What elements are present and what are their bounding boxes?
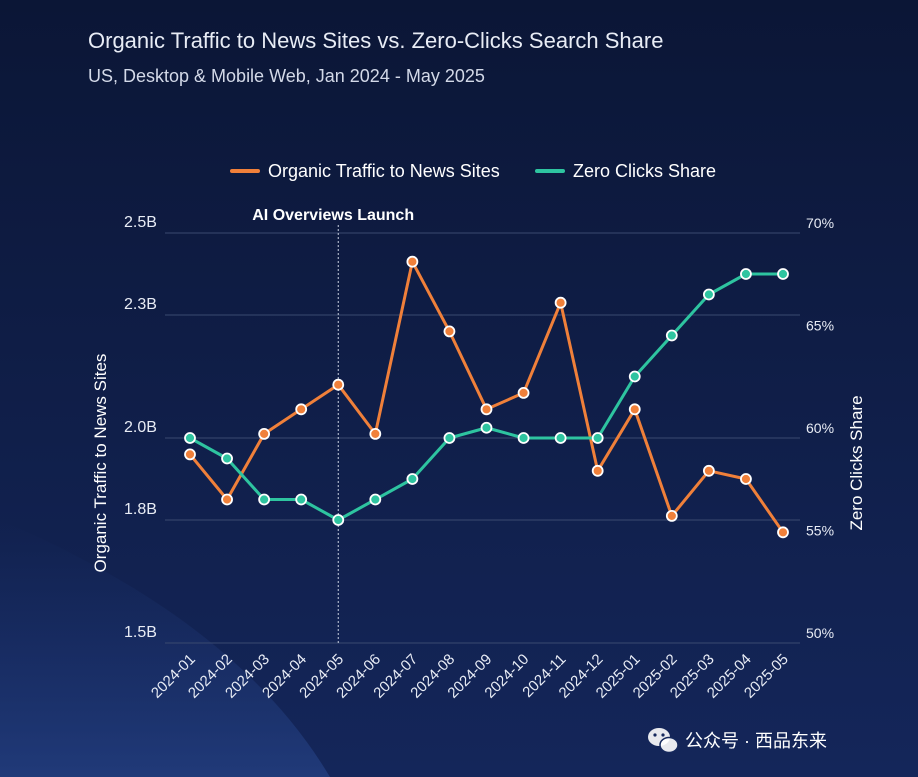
legend-label-zero-clicks: Zero Clicks Share [573, 161, 716, 181]
gridlines [165, 232, 800, 644]
data-point-zero-clicks [221, 452, 233, 465]
y-axis-right-ticks: 70% 65% 60% 55% 50% [806, 215, 834, 641]
y-axis-right-title: Zero Clicks Share [847, 395, 866, 530]
data-point-organic-traffic [554, 296, 567, 309]
data-point-zero-clicks [184, 432, 196, 444]
series-layer [184, 255, 789, 539]
data-point-zero-clicks [628, 370, 641, 383]
data-point-zero-clicks [258, 493, 271, 506]
watermark: 公众号 · 西品东来 [648, 728, 827, 754]
data-point-zero-clicks [702, 288, 715, 301]
data-point-organic-traffic [295, 403, 308, 416]
data-point-organic-traffic [369, 427, 382, 440]
data-point-organic-traffic [702, 464, 715, 477]
data-point-organic-traffic [665, 510, 678, 522]
annotation-label: AI Overviews Launch [252, 207, 414, 224]
y-left-tick-label: 2.3B [124, 296, 157, 313]
data-point-zero-clicks [406, 473, 419, 485]
y-left-tick-label: 1.5B [124, 624, 157, 641]
data-point-organic-traffic [480, 403, 493, 416]
data-point-zero-clicks [554, 432, 567, 444]
legend-label-organic: Organic Traffic to News Sites [268, 161, 500, 181]
data-point-organic-traffic [777, 526, 789, 539]
watermark-text: 公众号 · 西品东来 [685, 731, 827, 751]
y-left-tick-label: 2.5B [124, 214, 157, 231]
data-point-zero-clicks [369, 493, 382, 506]
data-point-zero-clicks [665, 329, 678, 342]
data-point-zero-clicks [517, 432, 530, 444]
y-left-tick-label: 2.0B [124, 419, 157, 436]
y-axis-left-ticks: 2.5B 2.3B 2.0B 1.8B 1.5B [124, 214, 157, 641]
data-point-zero-clicks [443, 432, 456, 444]
y-right-tick-label: 60% [806, 420, 834, 436]
data-point-zero-clicks [591, 432, 604, 444]
data-point-zero-clicks [777, 268, 789, 280]
annotation: AI Overviews Launch [252, 207, 414, 643]
y-right-tick-label: 70% [806, 215, 834, 231]
data-point-zero-clicks [740, 268, 752, 280]
data-point-zero-clicks [480, 421, 493, 434]
data-point-organic-traffic [443, 325, 456, 338]
data-point-organic-traffic [184, 448, 196, 461]
data-point-organic-traffic [628, 403, 641, 416]
background-accent [0, 520, 330, 777]
y-right-tick-label: 65% [806, 318, 834, 334]
y-right-tick-label: 55% [806, 523, 834, 539]
data-point-zero-clicks [295, 493, 308, 506]
data-point-organic-traffic [406, 255, 419, 268]
data-point-organic-traffic [740, 473, 752, 485]
chart-subtitle: US, Desktop & Mobile Web, Jan 2024 - May… [88, 66, 485, 86]
data-point-organic-traffic [221, 493, 233, 506]
y-axis-left-title: Organic Traffic to News Sites [91, 354, 110, 573]
data-point-organic-traffic [258, 427, 271, 440]
wechat-icon [648, 728, 679, 754]
chart-title: Organic Traffic to News Sites vs. Zero-C… [88, 28, 663, 53]
y-left-tick-label: 1.8B [124, 501, 157, 518]
data-point-organic-traffic [591, 464, 604, 477]
data-point-organic-traffic [332, 378, 345, 391]
data-point-organic-traffic [517, 386, 530, 399]
data-point-zero-clicks [332, 514, 345, 526]
y-right-tick-label: 50% [806, 625, 834, 641]
legend: Organic Traffic to News Sites Zero Click… [230, 161, 716, 181]
